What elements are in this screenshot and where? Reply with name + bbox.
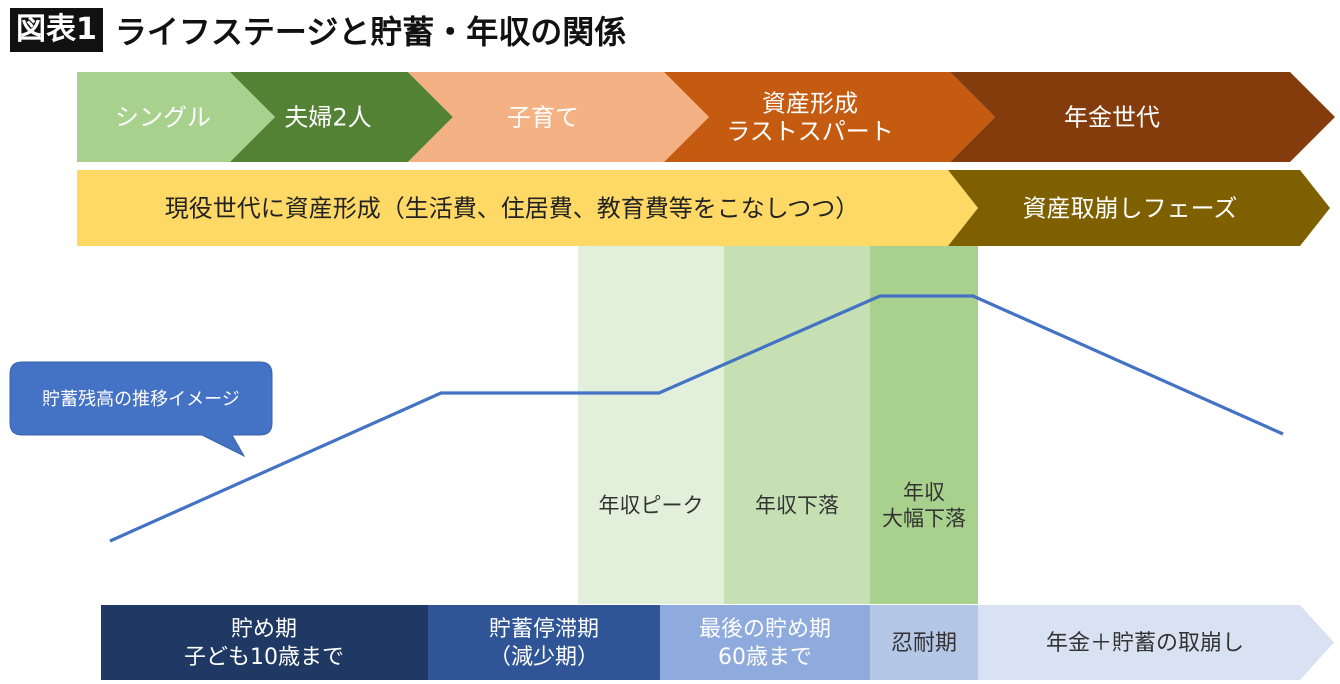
period-saving-label-line: 貯め期 [231,617,297,642]
title-row: 図表1 ライフステージと貯蓄・年収の関係 [10,6,626,54]
period-last-saving [660,605,870,680]
stage-asset-spurt-label: 資産形成ラストスパート [726,89,894,145]
band-income-big-decline-label: 年収大幅下落 [882,480,966,530]
band-income-big-decline [870,246,978,604]
phase-formation [77,170,978,246]
phase-withdrawal-label-line: 資産取崩しフェーズ [1023,194,1238,222]
band-income-decline-label: 年収下落 [755,493,839,517]
phase-withdrawal [948,170,1330,246]
phase-formation-label: 現役世代に資産形成（生活費、住居費、教育費等をこなしつつ） [165,194,860,222]
period-saving-label: 貯め期子ども10歳まで [184,617,344,670]
stage-couple-label: 夫婦2人 [284,103,371,131]
stage-single-label-line: シングル [115,103,211,131]
stage-asset-spurt-label-line: ラストスパート [726,117,894,145]
band-income-decline-label-line: 年収下落 [755,493,839,517]
period-stagnant-label: 貯蓄停滞期 （減少期） [489,617,599,670]
callout-text: 貯蓄残高の推移イメージ [42,389,240,410]
period-withdrawal-label: 年金＋貯蓄の取崩し [1046,631,1244,656]
period-saving [101,605,428,680]
figure-label: 図表1 [10,8,103,52]
callout-bubble [9,361,273,458]
period-last-saving-label-line: 最後の貯め期 [699,617,831,642]
period-endurance-label-line: 忍耐期 [891,631,957,656]
period-stagnant [428,605,660,680]
figure-title: ライフステージと貯蓄・年収の関係 [114,13,627,51]
period-endurance-label: 忍耐期 [891,631,957,656]
band-income-peak-label: 年収ピーク [599,493,704,517]
savings-balance-line [109,294,1284,543]
stage-childcare-label-line: 子育て [507,103,579,131]
stage-childcare [408,72,709,162]
band-income-decline [724,246,870,604]
period-saving-label-line: 子ども10歳まで [184,645,344,670]
period-last-saving-label-line: 60歳まで [718,645,812,670]
stage-couple [230,72,453,162]
period-stagnant-label-line: （減少期） [489,645,599,670]
phase-withdrawal-label: 資産取崩しフェーズ [1023,194,1238,222]
period-withdrawal-label-line: 年金＋貯蓄の取崩し [1046,631,1244,656]
phase-formation-label-line: 現役世代に資産形成（生活費、住居費、教育費等をこなしつつ） [165,194,860,222]
period-withdrawal [978,605,1334,680]
stage-childcare-label: 子育て [507,103,579,131]
stage-pension-label: 年金世代 [1064,103,1160,131]
period-stagnant-label-line: 貯蓄停滞期 [489,617,599,642]
stage-asset-spurt-label-line: 資産形成 [762,89,858,117]
band-income-peak-label-line: 年収ピーク [599,493,704,517]
band-income-peak [578,246,724,604]
period-endurance [870,605,978,680]
stage-single [77,72,275,162]
band-income-big-decline-label-line: 大幅下落 [882,506,966,530]
stage-couple-label-line: 夫婦2人 [284,103,371,131]
stage-pension [950,72,1335,162]
stage-single-label: シングル [115,103,211,131]
stage-asset-spurt [664,72,995,162]
period-last-saving-label: 最後の貯め期 60歳まで [699,617,831,670]
stage-pension-label-line: 年金世代 [1064,103,1160,131]
band-income-big-decline-label-line: 年収 [903,480,945,504]
